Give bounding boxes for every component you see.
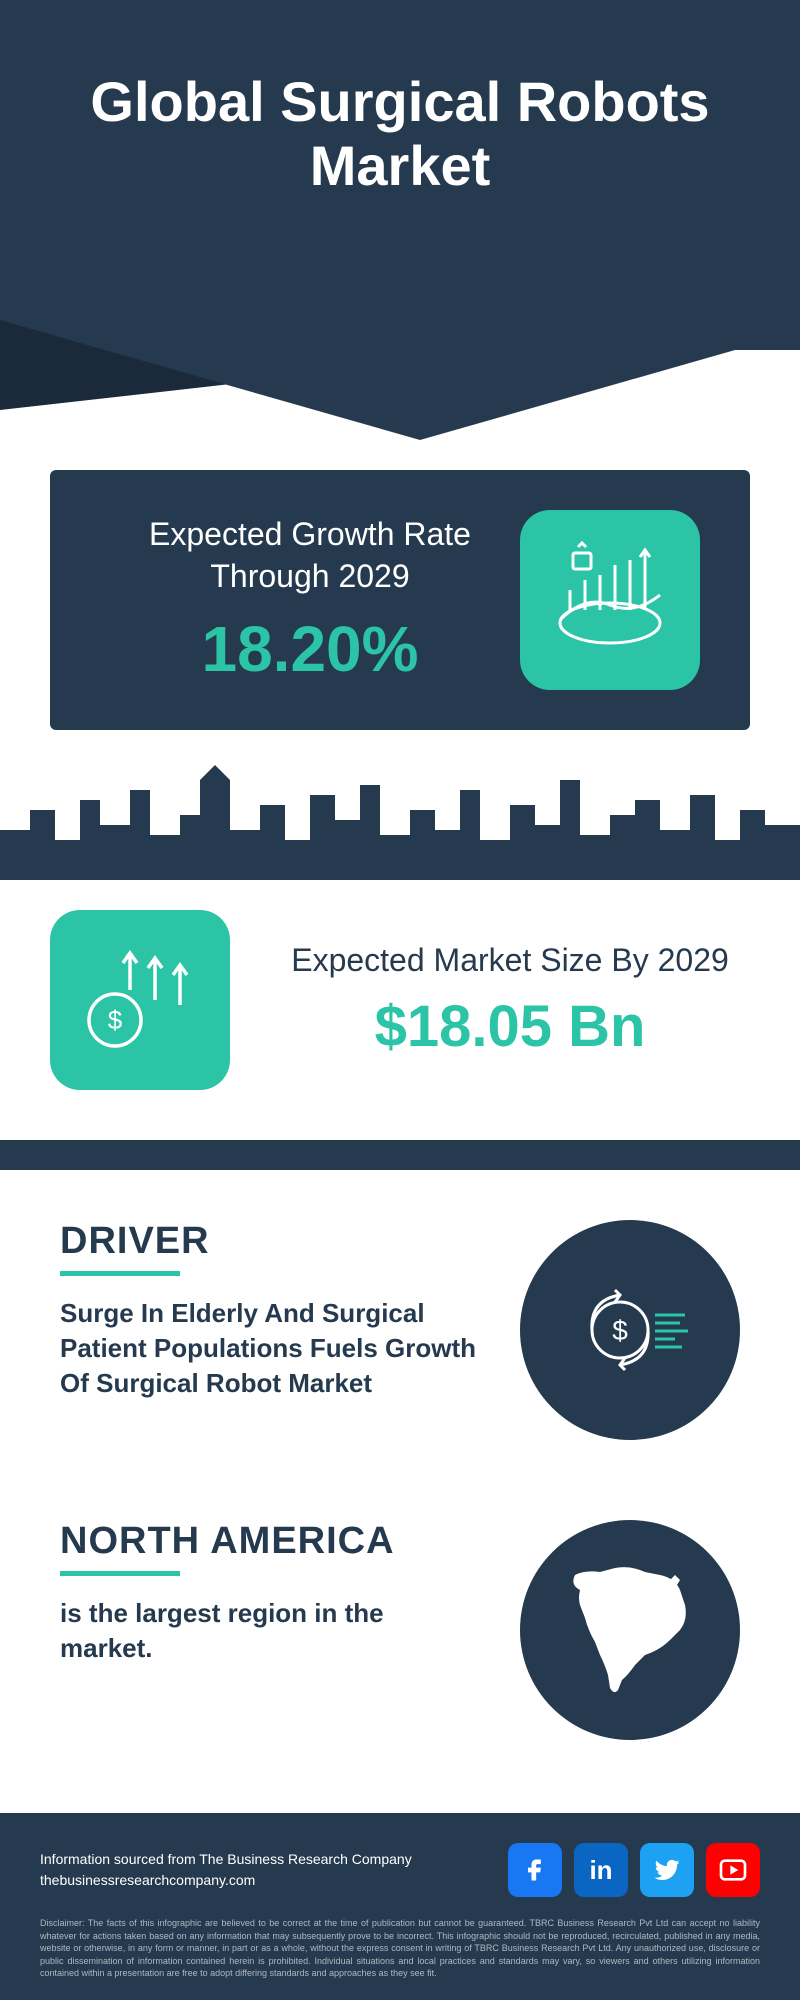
page-title: Global Surgical Robots Market: [0, 0, 800, 199]
svg-text:$: $: [612, 1315, 628, 1346]
market-size-text: Expected Market Size By 2029 $18.05 Bn: [270, 940, 750, 1061]
driver-body: Surge In Elderly And Surgical Patient Po…: [60, 1296, 480, 1401]
twitter-icon[interactable]: [640, 1843, 694, 1897]
market-size-icon: $: [50, 910, 230, 1090]
region-heading: NORTH AMERICA: [60, 1520, 480, 1563]
growth-rate-section: Expected Growth Rate Through 2029 18.20%: [0, 470, 800, 730]
growth-rate-label: Expected Growth Rate Through 2029: [100, 514, 520, 597]
disclaimer-text: Disclaimer: The facts of this infographi…: [40, 1917, 760, 1980]
facebook-icon[interactable]: [508, 1843, 562, 1897]
footer-top-row: Information sourced from The Business Re…: [40, 1843, 760, 1897]
market-size-label: Expected Market Size By 2029: [270, 940, 750, 982]
footer: Information sourced from The Business Re…: [0, 1813, 800, 2000]
driver-heading: DRIVER: [60, 1220, 480, 1263]
growth-rate-card: Expected Growth Rate Through 2029 18.20%: [50, 470, 750, 730]
region-underline: [60, 1571, 180, 1576]
region-section: NORTH AMERICA is the largest region in t…: [0, 1470, 800, 1770]
social-icons: in: [508, 1843, 760, 1897]
growth-rate-text: Expected Growth Rate Through 2029 18.20%: [100, 514, 520, 686]
region-body: is the largest region in the market.: [60, 1596, 480, 1666]
footer-source: Information sourced from The Business Re…: [40, 1849, 412, 1891]
source-line-2: thebusinessresearchcompany.com: [40, 1870, 412, 1891]
market-size-section: $ Expected Market Size By 2029 $18.05 Bn: [0, 880, 800, 1140]
svg-text:$: $: [108, 1005, 123, 1035]
driver-underline: [60, 1271, 180, 1276]
north-america-map-icon: [520, 1520, 740, 1740]
youtube-icon[interactable]: [706, 1843, 760, 1897]
linkedin-icon[interactable]: in: [574, 1843, 628, 1897]
dollar-exchange-icon: $: [520, 1220, 740, 1440]
city-skyline-icon: [0, 760, 800, 880]
header-triangle: [0, 320, 800, 440]
market-size-value: $18.05 Bn: [270, 993, 750, 1060]
header-block: Global Surgical Robots Market: [0, 0, 800, 350]
growth-rate-value: 18.20%: [100, 612, 520, 686]
growth-chart-icon: [520, 510, 700, 690]
driver-text: DRIVER Surge In Elderly And Surgical Pat…: [60, 1220, 480, 1401]
divider-band: [0, 1140, 800, 1170]
driver-section: DRIVER Surge In Elderly And Surgical Pat…: [0, 1170, 800, 1470]
source-line-1: Information sourced from The Business Re…: [40, 1849, 412, 1870]
region-text: NORTH AMERICA is the largest region in t…: [60, 1520, 480, 1666]
